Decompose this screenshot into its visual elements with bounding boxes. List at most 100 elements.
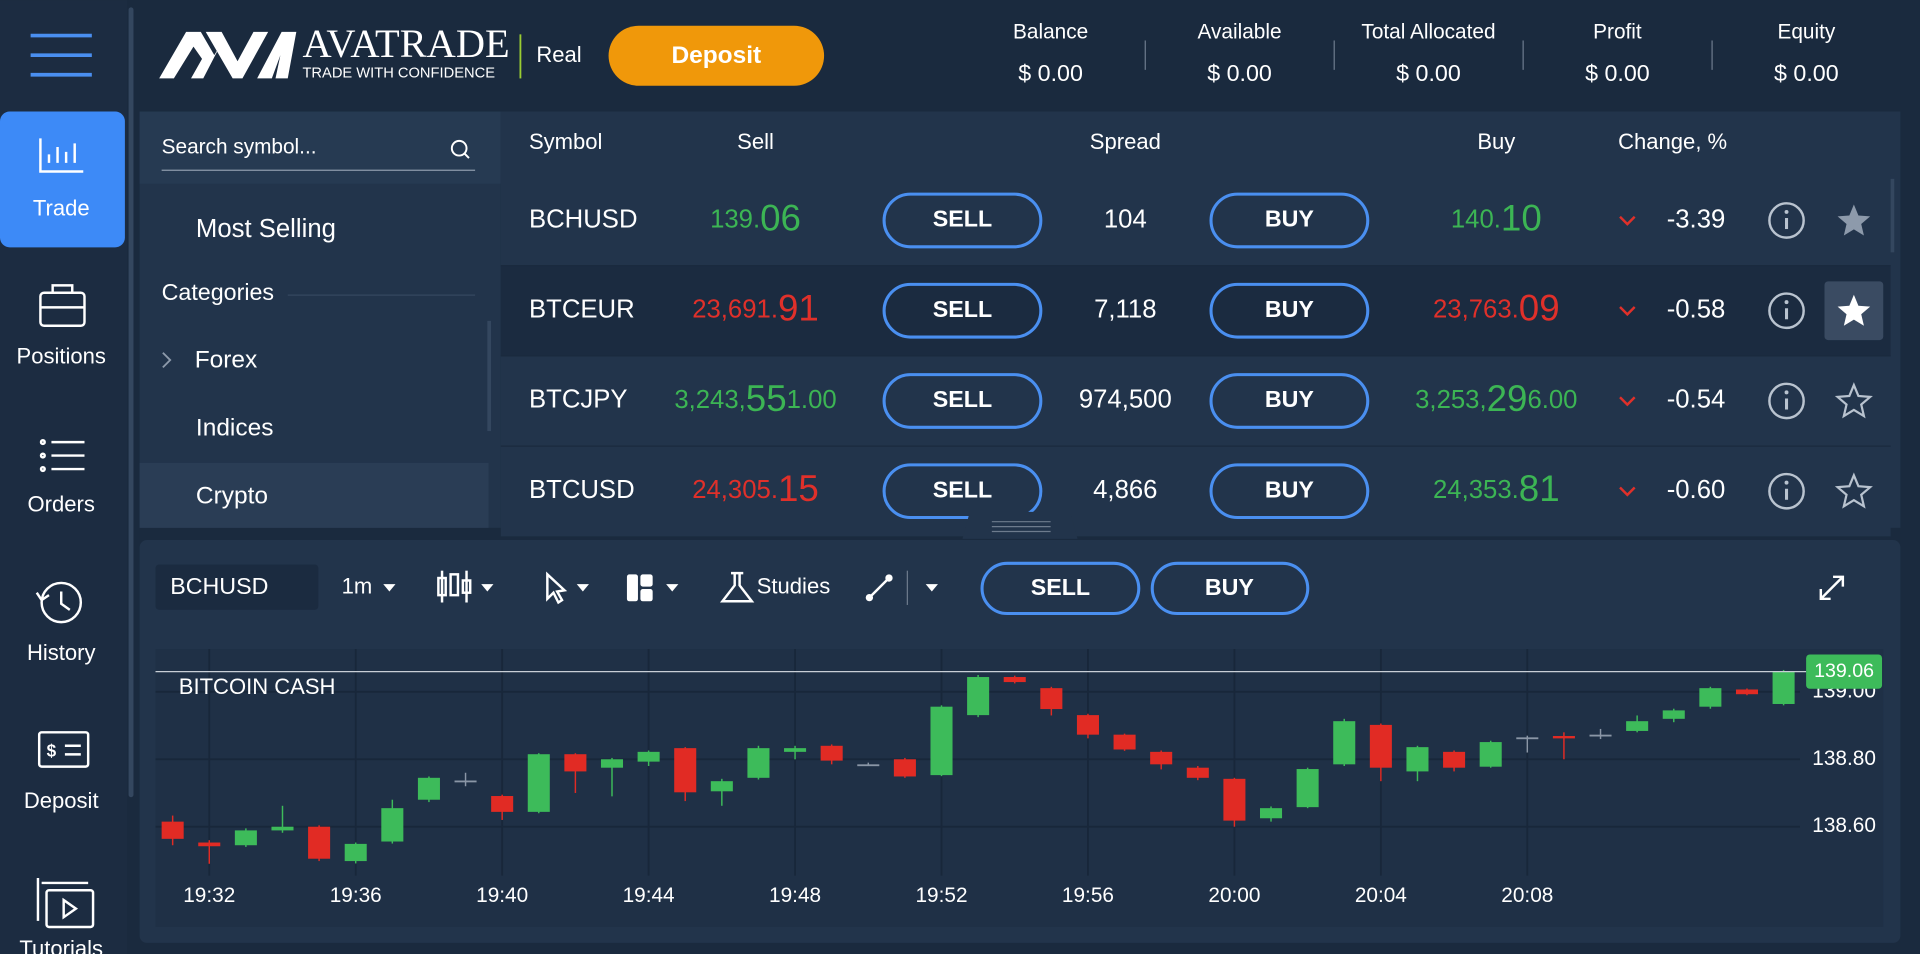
price: 3,253,296.00 <box>1415 378 1577 419</box>
symbol-input[interactable] <box>155 564 319 610</box>
table-row[interactable] <box>500 355 1891 447</box>
table-row[interactable] <box>500 175 1891 266</box>
candle-body <box>454 780 477 783</box>
nav-label[interactable]: Tutorials <box>19 936 103 954</box>
toolbar-icons[interactable] <box>437 570 1845 605</box>
price-part: 06 <box>760 197 801 238</box>
candle-body <box>271 826 294 831</box>
nav-label[interactable]: Orders <box>28 492 95 517</box>
sell-button-label[interactable]: SELL <box>933 296 992 322</box>
timeframe[interactable]: 1m <box>342 574 373 599</box>
sell-button[interactable] <box>980 561 1141 616</box>
menu-icon[interactable] <box>30 33 92 77</box>
symbol: BCHUSD <box>529 205 638 233</box>
brand: AVATRADE <box>302 21 509 66</box>
buy-button[interactable] <box>1150 561 1310 616</box>
deposit-button-label[interactable]: Deposit <box>671 42 761 69</box>
price-part: 91 <box>778 287 819 328</box>
price: 23,763.09 <box>1433 287 1560 328</box>
change: -0.54 <box>1667 386 1726 414</box>
price: 24,353.81 <box>1433 468 1560 509</box>
price-part: 6.00 <box>1527 386 1577 414</box>
sell-button-label[interactable]: SELL <box>933 206 992 232</box>
buy-button[interactable] <box>1209 463 1370 520</box>
sell-button[interactable] <box>882 192 1043 249</box>
x-tick-label: 19:36 <box>330 884 382 907</box>
category[interactable]: Crypto <box>196 483 268 510</box>
buy-button-label[interactable]: BUY <box>1205 574 1255 600</box>
sell-button-label[interactable]: SELL <box>1031 574 1090 600</box>
price-part: 24,353. <box>1433 476 1519 504</box>
candle-body <box>1662 710 1685 719</box>
candle-body <box>1516 737 1539 740</box>
x-tick-label: 19:52 <box>915 884 967 907</box>
category-highlight <box>139 462 489 528</box>
plot-area <box>155 649 1884 927</box>
account-type: Real <box>536 42 581 67</box>
deposit-button[interactable] <box>608 25 825 86</box>
search-icon[interactable] <box>450 139 470 159</box>
layout-icon[interactable] <box>626 574 653 602</box>
last-price-box <box>1806 654 1883 689</box>
resize-handle[interactable] <box>962 511 1078 539</box>
search-input[interactable]: Search symbol... <box>162 136 317 159</box>
sell-button[interactable] <box>882 282 1043 339</box>
change: -3.39 <box>1667 205 1726 233</box>
favorite-star[interactable] <box>1837 294 1871 326</box>
info-icon[interactable] <box>1768 202 1805 239</box>
stat-value: $ 0.00 <box>1585 60 1650 86</box>
nav-label[interactable]: Positions <box>17 343 106 368</box>
toolbar-carets[interactable] <box>383 584 938 592</box>
buy-button-label[interactable]: BUY <box>1265 296 1315 322</box>
sell-button-label[interactable]: SELL <box>933 386 992 412</box>
info-dot <box>1784 390 1789 395</box>
buy-button[interactable] <box>1209 192 1370 249</box>
stat-label: Available <box>1198 21 1282 44</box>
chart-symbol[interactable]: BCHUSD <box>170 573 268 599</box>
deposit-icon-glyph: $ <box>47 740 57 760</box>
price: 139.06 <box>710 197 801 238</box>
favorite-star[interactable] <box>1837 204 1871 236</box>
handle-lines <box>991 521 1051 533</box>
info-icon[interactable] <box>1768 472 1805 510</box>
column-header: Sell <box>737 129 774 154</box>
info-icon[interactable] <box>1768 292 1805 330</box>
categories: Forex Indices Crypto <box>195 347 274 510</box>
nav-label[interactable]: Deposit <box>24 788 99 813</box>
buy-button[interactable] <box>1209 373 1370 429</box>
sell-button[interactable] <box>882 463 1043 520</box>
info-icon[interactable] <box>1768 382 1805 420</box>
candle-body <box>784 748 807 752</box>
buy-button[interactable] <box>1209 282 1370 339</box>
candle-body <box>1699 688 1722 707</box>
x-tick-label: 20:00 <box>1208 884 1260 907</box>
change: -0.58 <box>1667 296 1726 324</box>
most-selling[interactable]: Most Selling <box>196 215 336 243</box>
candle-body <box>674 748 697 793</box>
studies[interactable]: Studies <box>757 574 830 599</box>
x-tick-label: 20:08 <box>1501 884 1553 907</box>
stat-value: $ 0.00 <box>1396 60 1461 86</box>
column-header: Buy <box>1477 129 1515 154</box>
candle-body <box>1626 721 1649 731</box>
candle-body <box>198 842 221 847</box>
scrollbar <box>128 7 134 798</box>
chart: 19:32 19:36 19:40 19:44 19:48 19:52 19:56 20:00… <box>155 649 1883 907</box>
category[interactable]: Indices <box>196 415 274 442</box>
sell-button[interactable] <box>882 373 1043 429</box>
nav-label[interactable]: Trade <box>33 195 90 220</box>
nav-label[interactable]: History <box>27 640 96 665</box>
favorite-star[interactable] <box>1834 382 1873 419</box>
info-dot <box>1784 209 1789 214</box>
category[interactable]: Forex <box>195 347 258 374</box>
spread: 104 <box>1104 205 1147 233</box>
buy-button-label[interactable]: BUY <box>1265 206 1315 232</box>
favorite-star[interactable] <box>1834 472 1873 509</box>
candle-body <box>857 764 880 767</box>
buy-button-label[interactable]: BUY <box>1265 386 1315 412</box>
table-row[interactable] <box>500 446 1891 537</box>
buy-button-label[interactable]: BUY <box>1265 476 1315 502</box>
sell-button-label[interactable]: SELL <box>933 476 992 502</box>
table-row[interactable] <box>500 265 1891 356</box>
candle-body <box>1076 715 1099 735</box>
